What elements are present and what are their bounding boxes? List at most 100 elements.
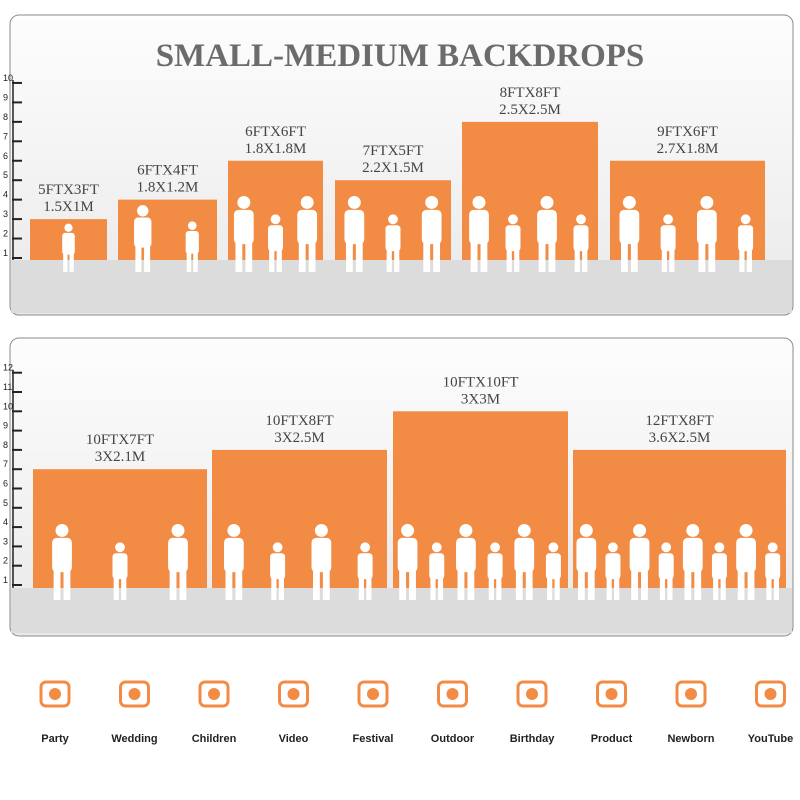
use-label: Birthday [510, 733, 556, 745]
ruler-label: 6 [3, 479, 8, 489]
silhouette [64, 223, 73, 232]
silhouette [193, 251, 198, 272]
silhouette [268, 225, 283, 252]
silhouette [587, 569, 595, 600]
silhouette [366, 576, 372, 600]
ruler-label: 1 [3, 248, 8, 258]
ruler-label: 9 [3, 92, 8, 102]
silhouette [245, 241, 253, 272]
silhouette [684, 569, 692, 600]
silhouette [425, 196, 439, 209]
silhouette [276, 248, 282, 272]
silhouette [185, 230, 199, 254]
ruler-label: 11 [3, 382, 12, 392]
silhouette [269, 248, 275, 272]
ruler-label: 9 [3, 421, 8, 431]
size-ft: 12FTX8FT [645, 413, 713, 429]
silhouette [113, 576, 119, 600]
ruler-label: 3 [3, 209, 8, 219]
ruler-label: 8 [3, 112, 8, 122]
silhouette [696, 209, 717, 245]
use-label: Outdoor [431, 733, 475, 745]
silhouette [708, 241, 716, 272]
icon [685, 688, 697, 700]
size-ft: 6FTX4FT [137, 163, 198, 179]
silhouette [739, 524, 753, 537]
silhouette [773, 576, 780, 600]
title: SMALL-MEDIUM BACKDROPS [156, 38, 645, 74]
icon [764, 688, 777, 700]
silhouette [700, 196, 714, 209]
icon [516, 680, 548, 708]
silhouette [766, 576, 772, 600]
silhouette [576, 537, 597, 573]
silhouette [540, 196, 554, 209]
silhouette [430, 576, 436, 600]
size-m: 2.2X1.5M [362, 160, 424, 176]
silhouette [62, 232, 75, 255]
ruler-label: 10 [3, 73, 13, 83]
silhouette [385, 225, 401, 252]
silhouette [487, 553, 503, 580]
icon [605, 688, 618, 700]
silhouette [579, 524, 593, 537]
silhouette [606, 576, 612, 600]
silhouette [300, 196, 314, 209]
silhouette [472, 196, 486, 209]
silhouette [682, 537, 703, 573]
size-m: 2.5X2.5M [499, 102, 561, 118]
size-m: 3X2.1M [95, 449, 145, 465]
silhouette [573, 225, 589, 252]
size-m: 1.5X1M [43, 199, 93, 215]
size-ft: 6FTX6FT [245, 124, 306, 140]
silhouette [225, 569, 233, 600]
silhouette [278, 576, 284, 600]
silhouette [525, 569, 533, 600]
silhouette [433, 241, 441, 272]
silhouette [663, 214, 674, 225]
silhouette [641, 569, 648, 600]
silhouette [714, 542, 725, 553]
size-ft: 5FTX3FT [38, 182, 99, 198]
silhouette [345, 241, 353, 272]
icon [287, 688, 300, 700]
silhouette [514, 537, 535, 573]
use-icon [675, 680, 707, 708]
use-label: Festival [353, 733, 394, 745]
size-ft: 8FTX8FT [500, 85, 561, 101]
silhouette [515, 569, 523, 600]
use-label: Product [591, 733, 633, 745]
silhouette [713, 576, 719, 600]
use-icon [39, 680, 71, 708]
size-m: 3.6X2.5M [649, 430, 711, 446]
size-ft: 10FTX8FT [265, 413, 333, 429]
silhouette [233, 209, 254, 245]
silhouette [421, 209, 442, 245]
silhouette [661, 248, 667, 272]
silhouette [115, 542, 125, 553]
silhouette [134, 217, 152, 248]
silhouette [437, 576, 444, 600]
silhouette [631, 569, 639, 600]
silhouette [633, 524, 647, 537]
silhouette [508, 214, 518, 225]
silhouette [698, 241, 706, 272]
silhouette [394, 248, 400, 272]
size-ft: 7FTX5FT [363, 143, 424, 159]
floor [11, 260, 792, 313]
ruler-label: 6 [3, 151, 8, 161]
silhouette [457, 569, 465, 600]
silhouette [694, 569, 702, 600]
silhouette [112, 553, 128, 580]
ruler-label: 10 [3, 401, 13, 411]
silhouette [144, 245, 151, 272]
silhouette [661, 542, 672, 553]
silhouette [736, 537, 756, 573]
silhouette [554, 576, 560, 600]
silhouette [619, 209, 640, 245]
silhouette [297, 209, 318, 245]
silhouette [658, 553, 674, 580]
ruler-label: 5 [3, 498, 8, 508]
silhouette [517, 524, 531, 537]
silhouette [739, 248, 745, 272]
